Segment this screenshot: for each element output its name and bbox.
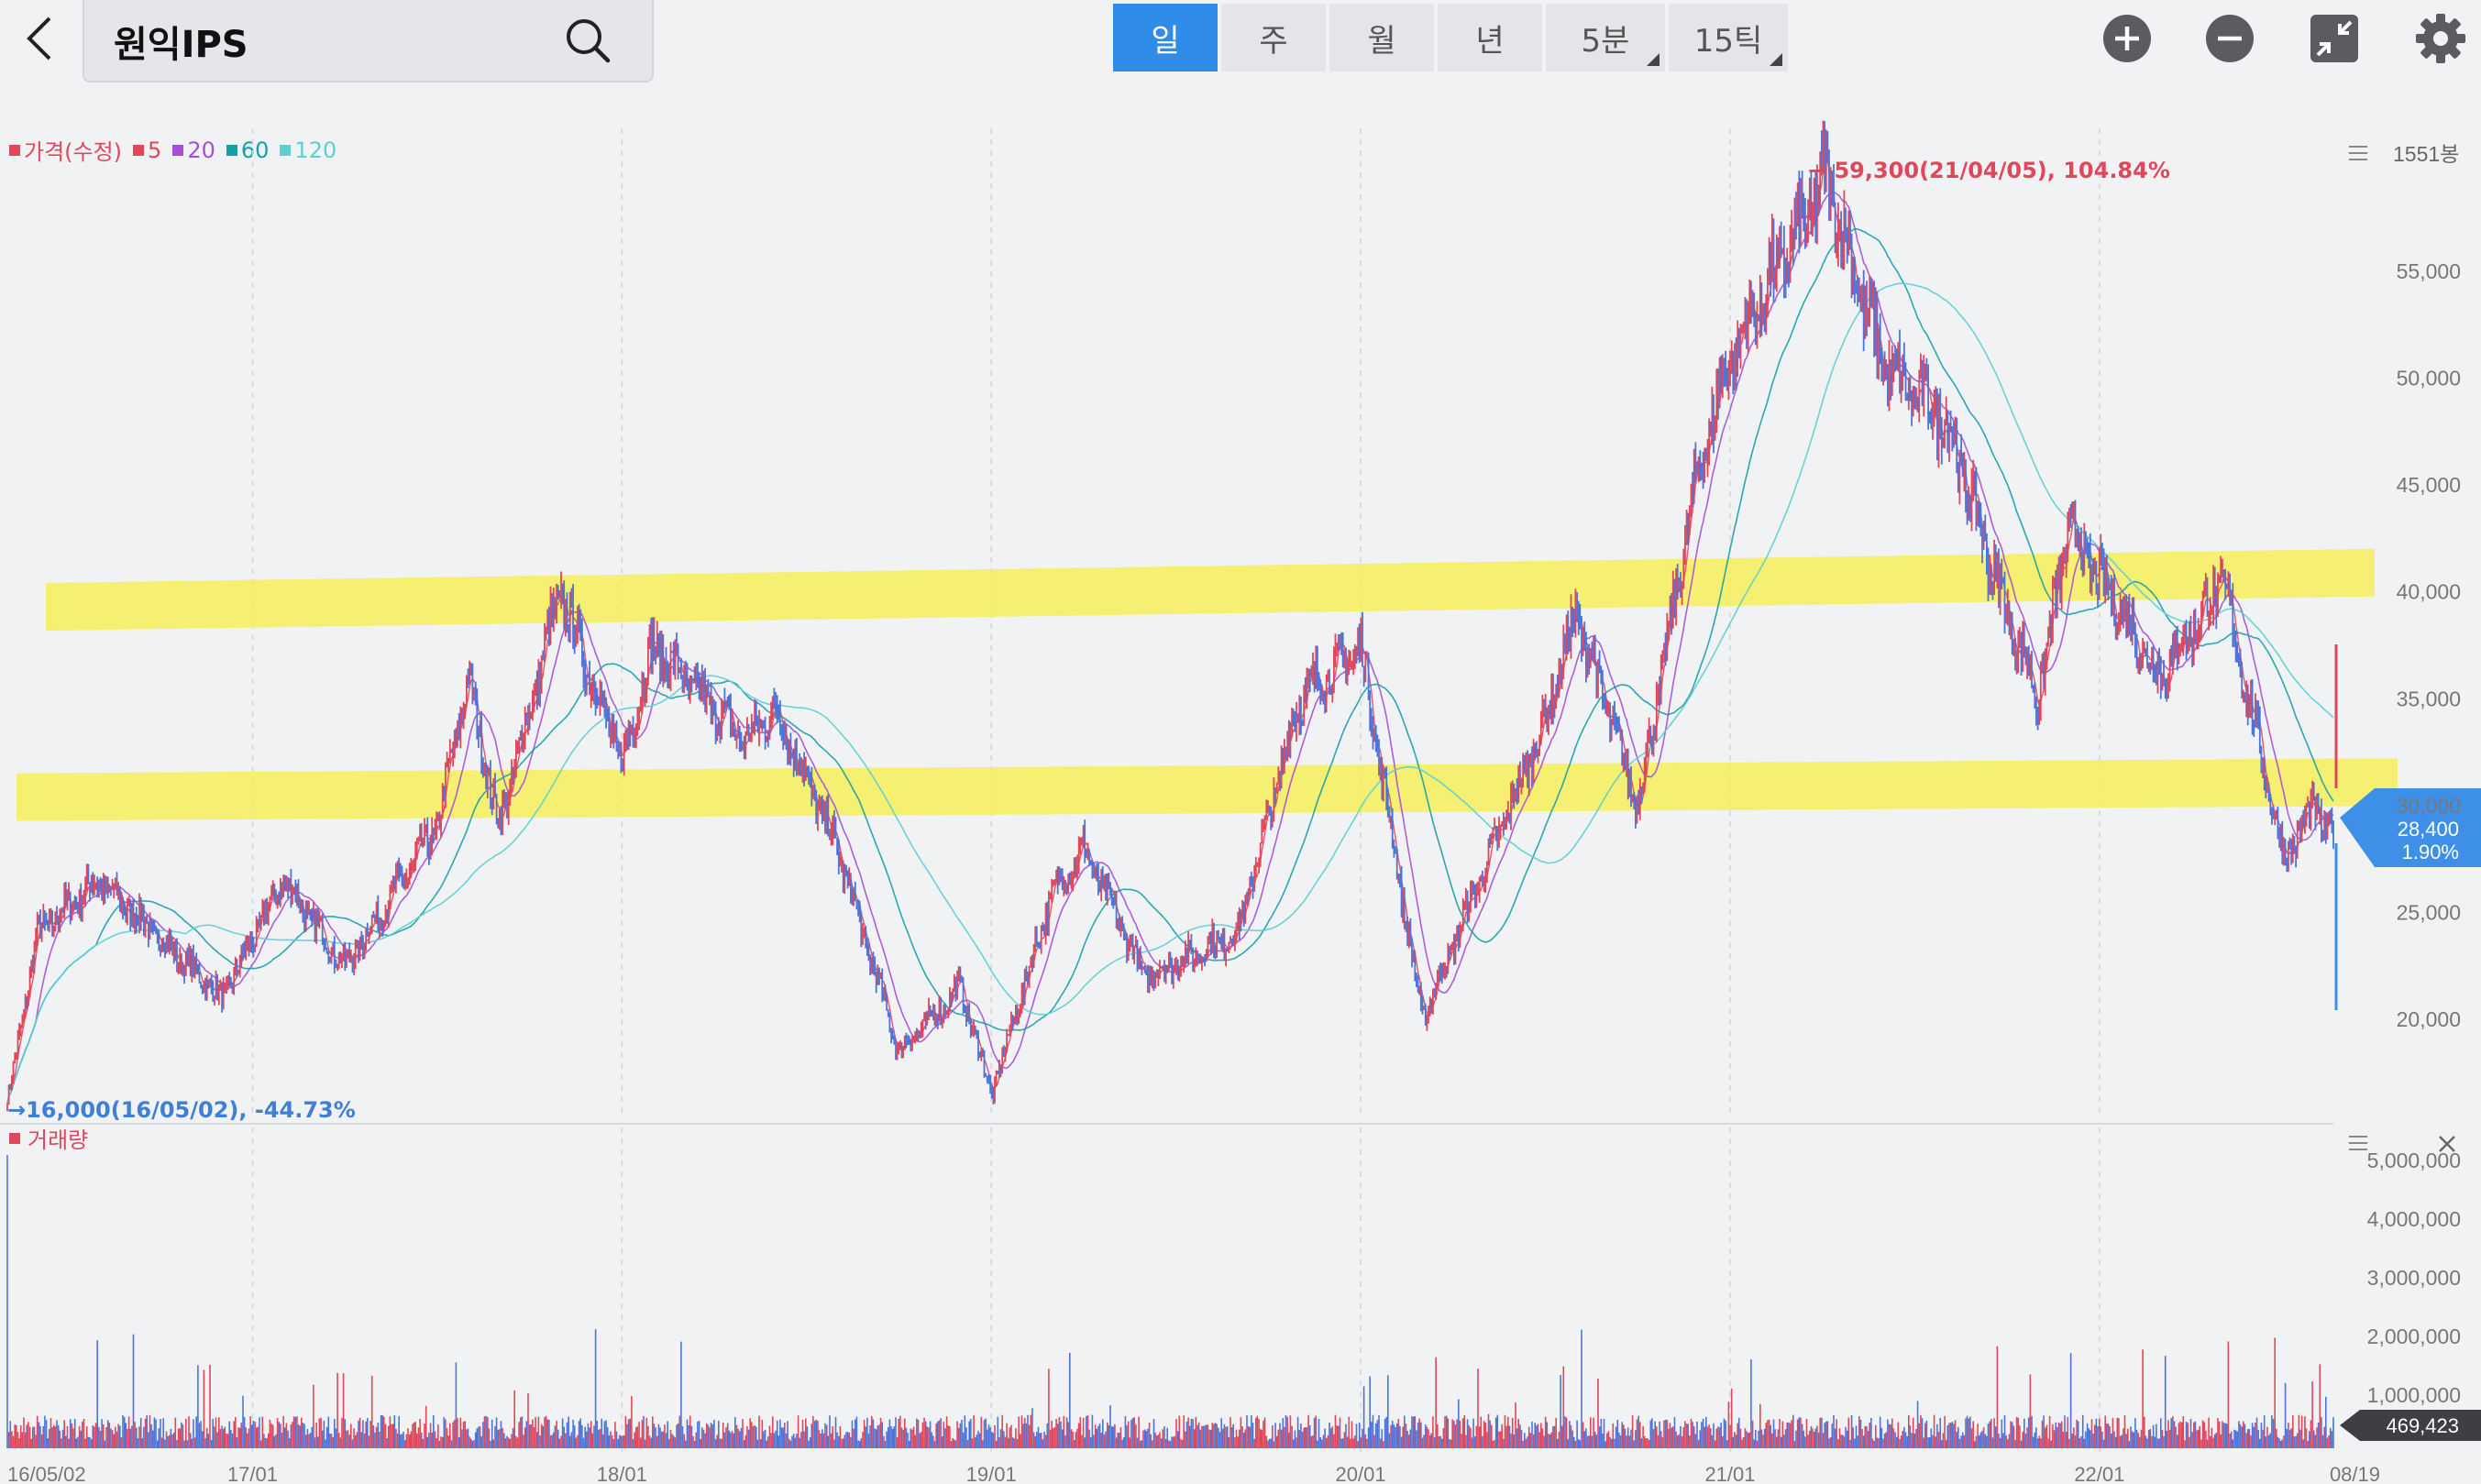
tab-label: 5분 — [1581, 22, 1630, 60]
price-axis-tick-label: 25,000 — [2397, 900, 2461, 924]
current-volume-tag: 469,423 — [2340, 1410, 2481, 1441]
legend-ma20: 20 — [172, 137, 215, 163]
tab-label: 15틱 — [1693, 22, 1763, 60]
tab-label: 주 — [1259, 22, 1288, 60]
close-volume-icon[interactable] — [2439, 1136, 2455, 1152]
price-axis-tick-label: 45,000 — [2397, 473, 2461, 497]
search-icon — [567, 19, 611, 63]
highlight-band-support — [17, 758, 2398, 821]
tab-week[interactable]: 주 — [1221, 4, 1326, 71]
legend-swatch — [172, 144, 184, 156]
dropdown-corner-icon — [1647, 53, 1660, 66]
indicator-legend[interactable]: 가격(수정) 5 20 60 120 — [9, 134, 336, 166]
price-axis-tick-label: 55,000 — [2397, 259, 2461, 283]
max-price-annotation: → 59,300(21/04/05), 104.84% — [1808, 158, 2170, 183]
ma-120-line — [6, 282, 2334, 1105]
tab-label: 일 — [1151, 22, 1180, 60]
ma-60-line — [6, 227, 2334, 1105]
minus-circle-icon — [2206, 15, 2254, 62]
dropdown-corner-icon — [1770, 53, 1782, 66]
legend-label: 5 — [148, 137, 162, 163]
x-axis-tick-label: 18/01 — [597, 1463, 647, 1484]
legend-label: 가격(수정) — [24, 139, 123, 165]
price-axis-tick-label: 35,000 — [2397, 687, 2461, 710]
gear-icon — [2416, 14, 2465, 63]
legend-price: 가격(수정) — [9, 134, 122, 166]
price-axis-tick-label: 30,000 — [2397, 794, 2461, 818]
legend-swatch — [9, 144, 20, 156]
volume-axis-tick-label: 1,000,000 — [2367, 1383, 2461, 1407]
current-price-tag: 28,400 1.90% — [2340, 788, 2481, 867]
bar-count-label: 1551봉 — [2393, 142, 2459, 166]
current-price-value: 28,400 — [2398, 818, 2459, 841]
volume-axis-tick-label: 2,000,000 — [2367, 1325, 2461, 1348]
x-axis-tick-label: 22/01 — [2074, 1463, 2124, 1484]
settings-button[interactable] — [2413, 11, 2468, 66]
x-axis-tick-label: 21/01 — [1704, 1463, 1755, 1484]
stock-title: 원익IPS — [114, 24, 248, 66]
legend-swatch — [226, 144, 237, 156]
tab-5min[interactable]: 5분 — [1546, 4, 1665, 71]
chevron-left-icon — [27, 16, 51, 60]
volume-axis-tick-label: 3,000,000 — [2367, 1266, 2461, 1290]
tab-label: 월 — [1367, 22, 1396, 60]
legend-swatch — [133, 144, 145, 156]
collapse-button[interactable] — [2307, 11, 2362, 66]
zoom-in-button[interactable] — [2100, 11, 2155, 66]
legend-label: 20 — [187, 137, 215, 163]
zoom-out-button[interactable] — [2202, 11, 2257, 66]
tab-label: 년 — [1475, 22, 1505, 60]
x-axis-tick-label: 19/01 — [966, 1463, 1017, 1484]
legend-label: 60 — [240, 137, 270, 163]
collapse-icon — [2310, 15, 2358, 62]
stock-search-box[interactable]: 원익IPS — [83, 0, 654, 82]
volume-bars — [6, 1155, 2334, 1448]
x-axis-tick-label: 20/01 — [1336, 1463, 1386, 1484]
x-axis-tick-label: 08/19 — [2330, 1463, 2380, 1484]
legend-swatch — [280, 144, 292, 156]
price-axis-tick-label: 40,000 — [2397, 580, 2461, 604]
legend-ma5: 5 — [133, 137, 161, 163]
menu-icon[interactable] — [2349, 146, 2367, 160]
price-axis-tick-label: 20,000 — [2397, 1007, 2461, 1031]
back-button[interactable] — [13, 9, 68, 68]
x-axis-tick-label: 17/01 — [227, 1463, 278, 1484]
highlight-band-resistance — [46, 548, 2375, 632]
legend-ma60: 60 — [226, 137, 270, 163]
current-volume-value: 469,423 — [2386, 1414, 2459, 1437]
tab-day[interactable]: 일 — [1113, 4, 1218, 71]
legend-ma120: 120 — [280, 137, 336, 163]
min-price-annotation: →16,000(16/05/02), -44.73% — [7, 1097, 356, 1123]
price-axis-tick-label: 50,000 — [2397, 367, 2461, 390]
volume-label: 거래량 — [28, 1127, 88, 1153]
period-tabs: 일 주 월 년 5분 15틱 — [1113, 4, 1788, 71]
chart-axes: 1551봉 거래량 → 59,300(21/04/05), 104.84% →1… — [7, 142, 2481, 1484]
plus-circle-icon — [2103, 15, 2151, 62]
volume-label-swatch — [9, 1133, 20, 1144]
volume-axis-tick-label: 4,000,000 — [2367, 1207, 2461, 1231]
tab-15tick[interactable]: 15틱 — [1669, 4, 1788, 71]
search-button[interactable] — [560, 13, 617, 70]
highlight-bands — [17, 548, 2398, 821]
chart-grid — [0, 128, 2333, 1457]
tab-year[interactable]: 년 — [1438, 4, 1542, 71]
x-axis-tick-label: 16/05/02 — [7, 1463, 86, 1484]
volume-axis-tick-label: 5,000,000 — [2367, 1149, 2461, 1172]
tab-month[interactable]: 월 — [1329, 4, 1434, 71]
candlesticks — [6, 120, 2338, 1112]
current-price-change: 1.90% — [2402, 841, 2459, 863]
volume-menu-icon[interactable] — [2349, 1136, 2367, 1150]
legend-label: 120 — [294, 137, 337, 163]
